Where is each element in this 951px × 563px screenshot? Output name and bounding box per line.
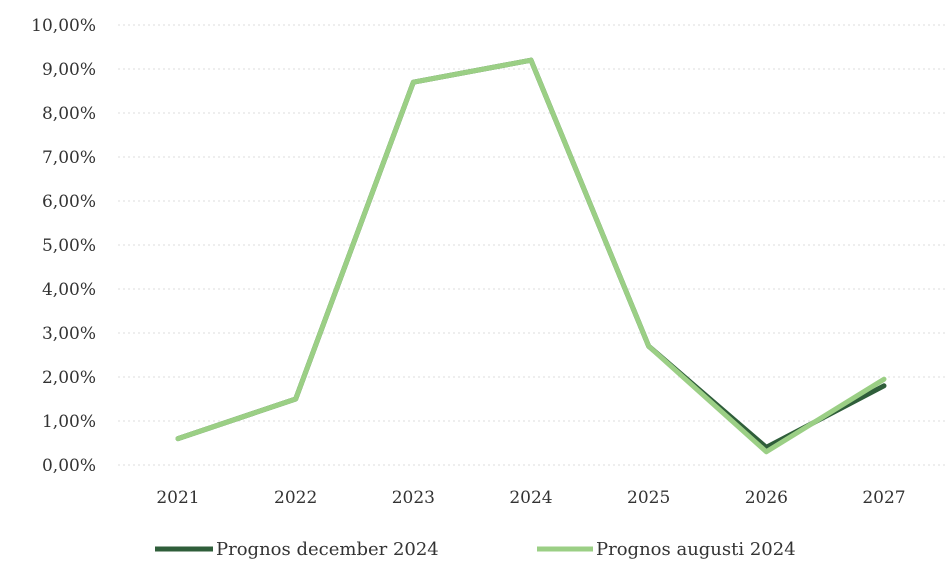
y-tick-label: 8,00% [42, 104, 96, 124]
x-tick-label: 2023 [392, 488, 435, 508]
grid [118, 24, 948, 466]
y-tick-label: 3,00% [42, 324, 96, 344]
x-axis: 2021 2022 2023 2024 2025 2026 2027 [156, 488, 905, 508]
x-tick-label: 2027 [862, 488, 905, 508]
y-tick-label: 9,00% [42, 60, 96, 80]
x-tick-label: 2024 [509, 488, 552, 508]
x-tick-label: 2021 [156, 488, 199, 508]
y-tick-label: 7,00% [42, 148, 96, 168]
y-tick-label: 1,00% [42, 412, 96, 432]
y-axis: 0,00% 1,00% 2,00% 3,00% 4,00% 5,00% 6,00% 7,00%… [31, 16, 96, 476]
legend-label: Prognos augusti 2024 [596, 539, 796, 560]
y-tick-label: 5,00% [42, 236, 96, 256]
y-tick-label: 2,00% [42, 368, 96, 388]
series-lines [175, 57, 887, 455]
y-tick-label: 0,00% [42, 456, 96, 476]
y-tick-label: 6,00% [42, 192, 96, 212]
x-tick-label: 2022 [274, 488, 317, 508]
y-tick-label: 4,00% [42, 280, 96, 300]
legend-label: Prognos december 2024 [216, 539, 439, 560]
series-line [175, 57, 887, 450]
legend: Prognos december 2024 Prognos augusti 202… [155, 539, 796, 560]
series-line [175, 57, 887, 455]
x-tick-label: 2025 [627, 488, 670, 508]
x-tick-label: 2026 [745, 488, 788, 508]
y-tick-label: 10,00% [31, 16, 96, 36]
